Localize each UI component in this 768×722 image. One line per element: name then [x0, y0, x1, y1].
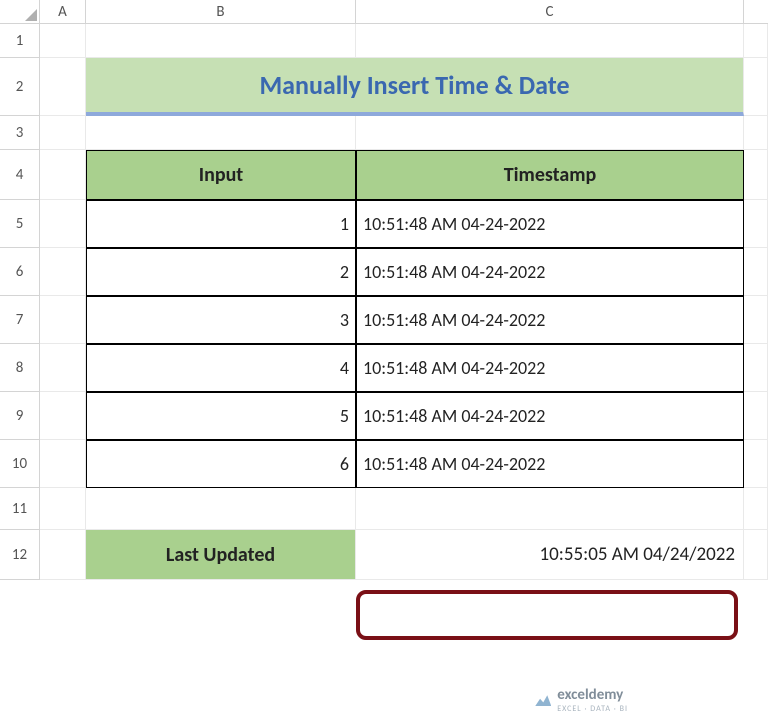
watermark: exceldemy EXCEL · DATA · BI — [535, 686, 628, 714]
cell-a6[interactable] — [40, 248, 86, 296]
row-head-1[interactable]: 1 — [0, 24, 40, 58]
cell-b1[interactable] — [86, 24, 356, 58]
table-row[interactable]: 10:51:48 AM 04-24-2022 — [356, 344, 744, 392]
row-head-4[interactable]: 4 — [0, 150, 40, 200]
cell-d10[interactable] — [744, 440, 768, 488]
cell-c11[interactable] — [356, 488, 744, 530]
table-row[interactable]: 2 — [86, 248, 356, 296]
table-row[interactable]: 5 — [86, 392, 356, 440]
row-head-11[interactable]: 11 — [0, 488, 40, 530]
table-row[interactable]: 10:51:48 AM 04-24-2022 — [356, 200, 744, 248]
cell-c1[interactable] — [356, 24, 744, 58]
row-head-8[interactable]: 8 — [0, 344, 40, 392]
cell-a11[interactable] — [40, 488, 86, 530]
cell-d2[interactable] — [744, 58, 768, 116]
row-head-2[interactable]: 2 — [0, 58, 40, 116]
col-head-extra[interactable] — [744, 0, 768, 24]
title-banner[interactable]: Manually Insert Time & Date — [86, 58, 744, 116]
row-head-3[interactable]: 3 — [0, 116, 40, 150]
row-head-6[interactable]: 6 — [0, 248, 40, 296]
row-head-7[interactable]: 7 — [0, 296, 40, 344]
table-row[interactable]: 10:51:48 AM 04-24-2022 — [356, 440, 744, 488]
cell-a2[interactable] — [40, 58, 86, 116]
col-head-c[interactable]: C — [356, 0, 744, 24]
table-row[interactable]: 3 — [86, 296, 356, 344]
cell-d12[interactable] — [744, 530, 768, 580]
cell-a9[interactable] — [40, 392, 86, 440]
cell-d3[interactable] — [744, 116, 768, 150]
table-row[interactable]: 4 — [86, 344, 356, 392]
watermark-brand: exceldemy — [557, 686, 628, 704]
cell-d1[interactable] — [744, 24, 768, 58]
cell-d11[interactable] — [744, 488, 768, 530]
cell-a12[interactable] — [40, 530, 86, 580]
table-header-input[interactable]: Input — [86, 150, 356, 200]
cell-a1[interactable] — [40, 24, 86, 58]
cell-d8[interactable] — [744, 344, 768, 392]
cell-b3[interactable] — [86, 116, 356, 150]
select-all-corner[interactable] — [0, 0, 40, 24]
table-row[interactable]: 10:51:48 AM 04-24-2022 — [356, 392, 744, 440]
table-row[interactable]: 10:51:48 AM 04-24-2022 — [356, 296, 744, 344]
col-head-a[interactable]: A — [40, 0, 86, 24]
cell-a5[interactable] — [40, 200, 86, 248]
cell-a7[interactable] — [40, 296, 86, 344]
cell-a3[interactable] — [40, 116, 86, 150]
table-row[interactable]: 6 — [86, 440, 356, 488]
cell-a4[interactable] — [40, 150, 86, 200]
cell-c3[interactable] — [356, 116, 744, 150]
row-head-5[interactable]: 5 — [0, 200, 40, 248]
row-head-10[interactable]: 10 — [0, 440, 40, 488]
col-head-b[interactable]: B — [86, 0, 356, 24]
last-updated-label[interactable]: Last Updated — [86, 530, 356, 580]
table-row[interactable]: 1 — [86, 200, 356, 248]
cell-b11[interactable] — [86, 488, 356, 530]
table-header-timestamp[interactable]: Timestamp — [356, 150, 744, 200]
cell-a10[interactable] — [40, 440, 86, 488]
chart-icon — [535, 694, 551, 706]
cell-a8[interactable] — [40, 344, 86, 392]
cell-d7[interactable] — [744, 296, 768, 344]
table-row[interactable]: 10:51:48 AM 04-24-2022 — [356, 248, 744, 296]
highlight-annotation — [356, 590, 738, 640]
watermark-sub: EXCEL · DATA · BI — [557, 704, 628, 714]
cell-d5[interactable] — [744, 200, 768, 248]
row-head-9[interactable]: 9 — [0, 392, 40, 440]
cell-d6[interactable] — [744, 248, 768, 296]
cell-d9[interactable] — [744, 392, 768, 440]
last-updated-value[interactable]: 10:55:05 AM 04/24/2022 — [356, 530, 744, 580]
spreadsheet-grid: A B C 1 2 Manually Insert Time & Date 3 … — [0, 0, 768, 580]
row-head-12[interactable]: 12 — [0, 530, 40, 580]
cell-d4[interactable] — [744, 150, 768, 200]
